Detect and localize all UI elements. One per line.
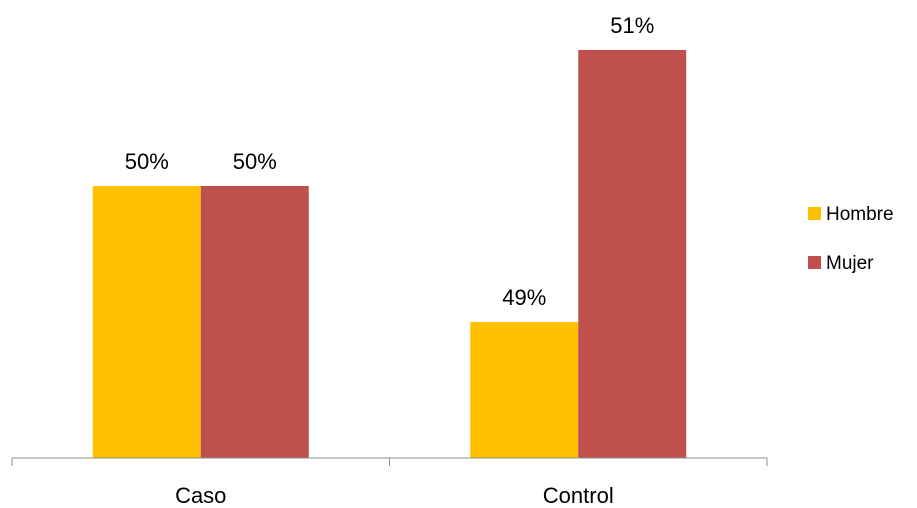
data-label-caso-hombre: 50% <box>125 149 169 174</box>
data-label-control-mujer: 51% <box>610 13 654 38</box>
bar-control-hombre <box>470 322 579 458</box>
x-axis-tick-labels: Caso Control <box>175 483 614 508</box>
legend-label-hombre: Hombre <box>826 204 894 225</box>
bars-group <box>92 50 687 458</box>
data-labels-group: 50% 50% 49% 51% <box>125 13 655 310</box>
legend: Hombre Mujer <box>808 204 894 274</box>
x-axis-ticks <box>11 458 768 466</box>
data-label-control-hombre: 49% <box>502 285 546 310</box>
x-tick-label-caso: Caso <box>175 483 226 508</box>
legend-swatch-hombre <box>808 207 821 220</box>
legend-label-mujer: Mujer <box>826 253 874 274</box>
bar-control-mujer <box>578 50 687 458</box>
x-tick-label-control: Control <box>543 483 614 508</box>
legend-swatch-mujer <box>808 256 821 269</box>
data-label-caso-mujer: 50% <box>233 149 277 174</box>
bar-caso-hombre <box>92 186 201 458</box>
bar-caso-mujer <box>200 186 309 458</box>
